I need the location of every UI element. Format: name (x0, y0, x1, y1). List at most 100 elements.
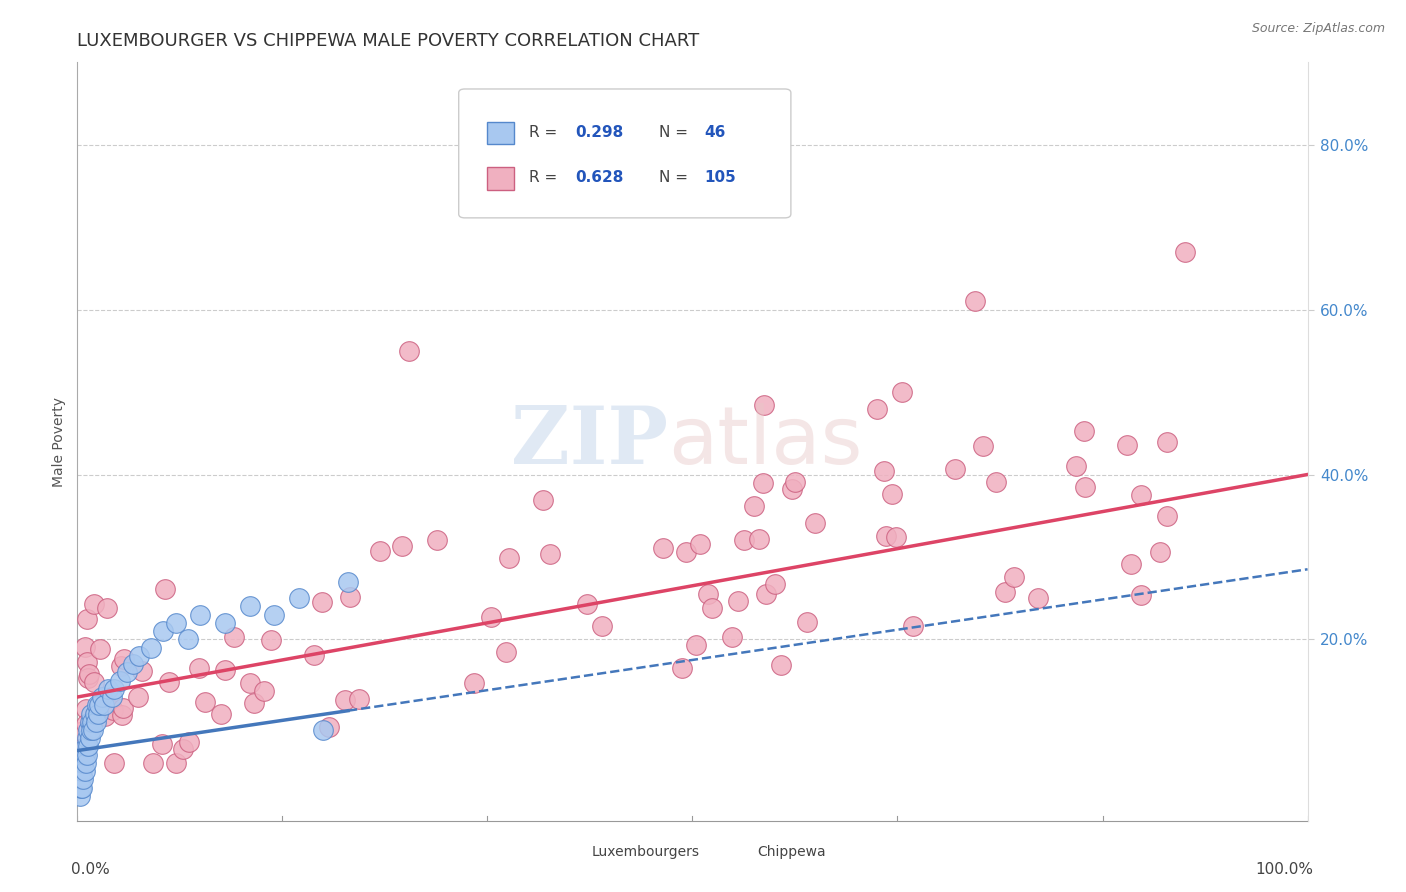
Point (783, 475, 806, 489)
Point (165, 615, 187, 630)
Text: LUXEMBOURGER VS CHIPPEWA MALE POVERTY CORRELATION CHART: LUXEMBOURGER VS CHIPPEWA MALE POVERTY CO… (77, 32, 700, 50)
Point (884, 530, 907, 544)
Point (391, 539, 413, 553)
Point (93, 698, 115, 713)
Text: R =: R = (529, 125, 562, 140)
Point (209, 707, 232, 722)
Point (752, 399, 775, 413)
Point (89, 641, 111, 656)
Point (1156, 508, 1178, 523)
Point (368, 544, 391, 558)
Point (73, 764, 96, 779)
Text: 105: 105 (704, 170, 737, 186)
Point (75, 716, 97, 731)
Point (112, 651, 135, 665)
Point (89, 703, 111, 717)
Point (689, 536, 711, 550)
Point (1130, 588, 1153, 602)
Point (260, 632, 283, 647)
Text: R =: R = (529, 170, 562, 186)
Point (70, 780, 93, 795)
Point (128, 648, 150, 663)
Point (70, 772, 93, 787)
Point (82, 723, 104, 737)
Point (73, 747, 96, 762)
Point (103, 681, 125, 696)
Point (748, 532, 770, 546)
Point (177, 632, 200, 647)
Point (72, 772, 94, 787)
Point (1073, 425, 1095, 439)
Point (75, 739, 97, 754)
Point (1116, 438, 1139, 452)
Point (79, 731, 101, 746)
Point (96, 600, 118, 615)
Point (302, 648, 325, 662)
Point (77, 667, 100, 681)
Point (172, 741, 194, 756)
Point (312, 723, 335, 737)
Point (141, 640, 163, 655)
Point (576, 597, 599, 611)
Point (179, 735, 201, 749)
Point (965, 294, 987, 309)
Point (882, 486, 904, 500)
Point (224, 630, 246, 644)
Point (194, 696, 217, 710)
Point (84, 714, 107, 729)
Point (101, 703, 124, 717)
Point (901, 619, 924, 633)
Point (111, 708, 134, 723)
Point (495, 645, 517, 659)
Point (1174, 244, 1197, 259)
Text: 0.628: 0.628 (575, 170, 624, 186)
Point (994, 585, 1017, 599)
Point (90, 690, 114, 704)
Text: N =: N = (659, 125, 693, 140)
Point (111, 701, 134, 715)
Point (142, 756, 165, 770)
Point (337, 574, 360, 589)
Point (76, 612, 98, 626)
Point (873, 464, 896, 478)
Point (1156, 435, 1178, 450)
Point (150, 737, 173, 751)
Point (318, 720, 340, 734)
Point (77, 739, 100, 754)
FancyBboxPatch shape (723, 844, 751, 863)
Point (82, 714, 104, 729)
Point (652, 541, 675, 556)
Point (73, 640, 96, 654)
Point (751, 476, 773, 491)
Point (69, 724, 91, 739)
Point (875, 529, 897, 543)
Point (188, 607, 212, 622)
Point (986, 475, 1008, 490)
Text: 0.0%: 0.0% (72, 863, 110, 878)
Point (97, 681, 120, 696)
Point (591, 619, 613, 633)
Point (94, 709, 117, 723)
Text: Source: ZipAtlas.com: Source: ZipAtlas.com (1251, 22, 1385, 36)
FancyBboxPatch shape (557, 844, 585, 863)
Y-axis label: Male Poverty: Male Poverty (52, 397, 66, 486)
Point (165, 756, 187, 770)
Point (890, 385, 912, 400)
Text: N =: N = (659, 170, 693, 186)
Text: atlas: atlas (668, 402, 862, 481)
Point (69, 789, 91, 803)
Text: Luxembourgers: Luxembourgers (592, 846, 700, 860)
Point (69, 741, 91, 756)
Point (87, 706, 110, 721)
Point (131, 664, 153, 678)
Point (531, 493, 554, 508)
Point (339, 590, 361, 604)
Point (347, 692, 370, 706)
Text: 100.0%: 100.0% (1256, 863, 1313, 878)
Point (155, 582, 177, 596)
Point (121, 657, 143, 671)
Point (675, 544, 697, 558)
Point (80, 706, 103, 721)
Point (103, 756, 125, 770)
Point (76, 731, 98, 746)
